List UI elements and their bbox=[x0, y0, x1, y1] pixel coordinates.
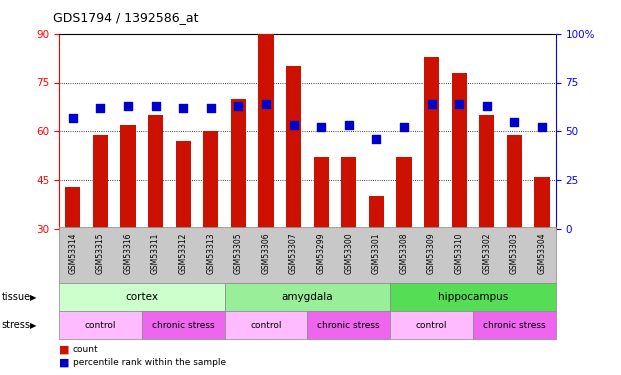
Text: GSM53309: GSM53309 bbox=[427, 232, 436, 274]
Point bbox=[206, 105, 215, 111]
Bar bbox=[231, 99, 246, 229]
Text: GSM53305: GSM53305 bbox=[234, 232, 243, 274]
Text: cortex: cortex bbox=[125, 292, 158, 302]
Point bbox=[371, 136, 381, 142]
Text: GSM53300: GSM53300 bbox=[344, 232, 353, 274]
Bar bbox=[258, 34, 274, 229]
Text: control: control bbox=[416, 321, 447, 330]
Text: GSM53312: GSM53312 bbox=[179, 232, 188, 274]
Text: ▶: ▶ bbox=[30, 292, 36, 302]
Bar bbox=[341, 157, 356, 229]
Bar bbox=[203, 131, 219, 229]
Bar bbox=[176, 141, 191, 229]
Text: control: control bbox=[84, 321, 116, 330]
Text: chronic stress: chronic stress bbox=[483, 321, 546, 330]
Point bbox=[344, 122, 354, 128]
Text: chronic stress: chronic stress bbox=[152, 321, 214, 330]
Text: ■: ■ bbox=[59, 357, 70, 368]
Point bbox=[151, 103, 161, 109]
Point bbox=[123, 103, 133, 109]
Text: GSM53310: GSM53310 bbox=[455, 232, 464, 274]
Point bbox=[454, 101, 464, 107]
Bar bbox=[148, 115, 163, 229]
Bar bbox=[120, 125, 135, 229]
Bar bbox=[396, 157, 412, 229]
Bar bbox=[93, 135, 108, 229]
Point bbox=[261, 101, 271, 107]
Point bbox=[537, 124, 547, 130]
Text: chronic stress: chronic stress bbox=[317, 321, 380, 330]
Point bbox=[68, 115, 78, 121]
Text: amygdala: amygdala bbox=[281, 292, 333, 302]
Point bbox=[233, 103, 243, 109]
Text: percentile rank within the sample: percentile rank within the sample bbox=[73, 358, 226, 367]
Text: hippocampus: hippocampus bbox=[438, 292, 508, 302]
Text: count: count bbox=[73, 345, 98, 354]
Point bbox=[316, 124, 326, 130]
Bar bbox=[65, 186, 80, 229]
Text: ■: ■ bbox=[59, 345, 70, 355]
Point bbox=[96, 105, 106, 111]
Text: GSM53304: GSM53304 bbox=[538, 232, 546, 274]
Text: GSM53301: GSM53301 bbox=[372, 232, 381, 274]
Bar bbox=[286, 66, 301, 229]
Text: GSM53308: GSM53308 bbox=[399, 232, 409, 274]
Bar bbox=[451, 73, 467, 229]
Text: GSM53315: GSM53315 bbox=[96, 232, 105, 274]
Point bbox=[289, 122, 299, 128]
Text: GSM53311: GSM53311 bbox=[151, 232, 160, 274]
Text: GSM53303: GSM53303 bbox=[510, 232, 519, 274]
Text: GDS1794 / 1392586_at: GDS1794 / 1392586_at bbox=[53, 11, 198, 24]
Bar bbox=[369, 196, 384, 229]
Text: control: control bbox=[250, 321, 282, 330]
Point bbox=[399, 124, 409, 130]
Point bbox=[482, 103, 492, 109]
Bar bbox=[479, 115, 494, 229]
Text: GSM53314: GSM53314 bbox=[68, 232, 77, 274]
Point bbox=[427, 101, 437, 107]
Text: GSM53307: GSM53307 bbox=[289, 232, 298, 274]
Text: GSM53302: GSM53302 bbox=[483, 232, 491, 274]
Text: GSM53313: GSM53313 bbox=[206, 232, 215, 274]
Point bbox=[509, 118, 519, 124]
Bar bbox=[535, 177, 550, 229]
Bar bbox=[507, 135, 522, 229]
Text: stress: stress bbox=[2, 320, 31, 330]
Text: ▶: ▶ bbox=[30, 321, 36, 330]
Point bbox=[178, 105, 188, 111]
Text: tissue: tissue bbox=[2, 292, 31, 302]
Text: GSM53299: GSM53299 bbox=[317, 232, 325, 274]
Bar bbox=[314, 157, 329, 229]
Text: GSM53306: GSM53306 bbox=[261, 232, 271, 274]
Bar bbox=[424, 57, 439, 229]
Text: GSM53316: GSM53316 bbox=[124, 232, 132, 274]
